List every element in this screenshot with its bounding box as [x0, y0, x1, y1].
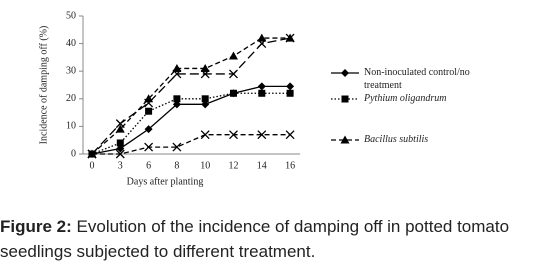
legend-entry: Pythium oligandrum: [330, 92, 486, 106]
point: [87, 149, 97, 159]
y-tick-label: 30: [66, 65, 76, 76]
legend-marker: [341, 95, 349, 103]
legend-entry: Bacillus subtilis: [330, 133, 486, 147]
point: [201, 100, 210, 109]
x-tick-label: 8: [174, 160, 179, 171]
point: [229, 51, 238, 60]
point: [172, 100, 181, 109]
point: [229, 130, 238, 140]
legend-symbol: [331, 95, 359, 103]
chart: Days after planting Incidence of damping…: [38, 10, 301, 187]
point: [201, 95, 209, 103]
y-axis-label: Incidence of damping off (%): [38, 26, 49, 145]
legend-label: Pythium oligandrum: [364, 93, 447, 104]
series-line: [91, 85, 291, 155]
point: [115, 149, 125, 159]
point: [285, 33, 295, 42]
point: [257, 130, 267, 140]
point: [200, 63, 210, 72]
point: [116, 139, 124, 147]
legend-label: Bacillus subtilis: [364, 134, 429, 145]
point: [286, 82, 295, 91]
point: [173, 95, 181, 103]
series-line: [92, 134, 291, 155]
series-line: [91, 37, 291, 155]
legend-entry: Non-inoculated control/no treatment: [330, 66, 486, 92]
legend-symbol: [331, 135, 359, 144]
x-tick-label: 10: [200, 160, 210, 171]
x-tick-label: 6: [146, 160, 151, 171]
point: [116, 144, 125, 153]
x-tick-label: 0: [90, 160, 95, 171]
x-tick-label: 3: [118, 160, 123, 171]
point: [144, 94, 154, 103]
x-tick-label: 14: [257, 160, 267, 171]
point: [200, 130, 210, 140]
point: [144, 125, 153, 134]
legend-marker: [340, 135, 350, 144]
x-tick-label: 12: [229, 160, 239, 171]
x-axis-label: Days after planting: [127, 176, 204, 187]
series-line: [91, 37, 291, 155]
caption-label: Figure 2:: [0, 217, 72, 236]
y-tick-label: 10: [66, 121, 76, 132]
figure-caption: Figure 2: Evolution of the incidence of …: [0, 214, 548, 264]
y-tick-label: 0: [71, 148, 76, 159]
point: [172, 142, 182, 152]
point: [285, 130, 295, 140]
y-tick-label: 40: [66, 38, 76, 49]
legend-marker: [341, 69, 349, 77]
point: [229, 69, 238, 79]
point: [144, 142, 154, 152]
point: [145, 107, 153, 115]
x-tick-label: 16: [285, 160, 295, 171]
y-tick-label: 50: [66, 10, 76, 21]
legend-label: Non-inoculated control/no treatment: [364, 67, 470, 91]
point: [286, 89, 294, 97]
legend-symbol: [331, 69, 359, 77]
point: [257, 33, 267, 42]
point: [172, 63, 182, 72]
y-tick-label: 20: [66, 93, 76, 104]
point: [258, 89, 266, 97]
point: [115, 124, 125, 133]
point: [257, 82, 266, 91]
caption-text: Evolution of the incidence of damping of…: [0, 217, 510, 261]
point: [230, 89, 237, 97]
